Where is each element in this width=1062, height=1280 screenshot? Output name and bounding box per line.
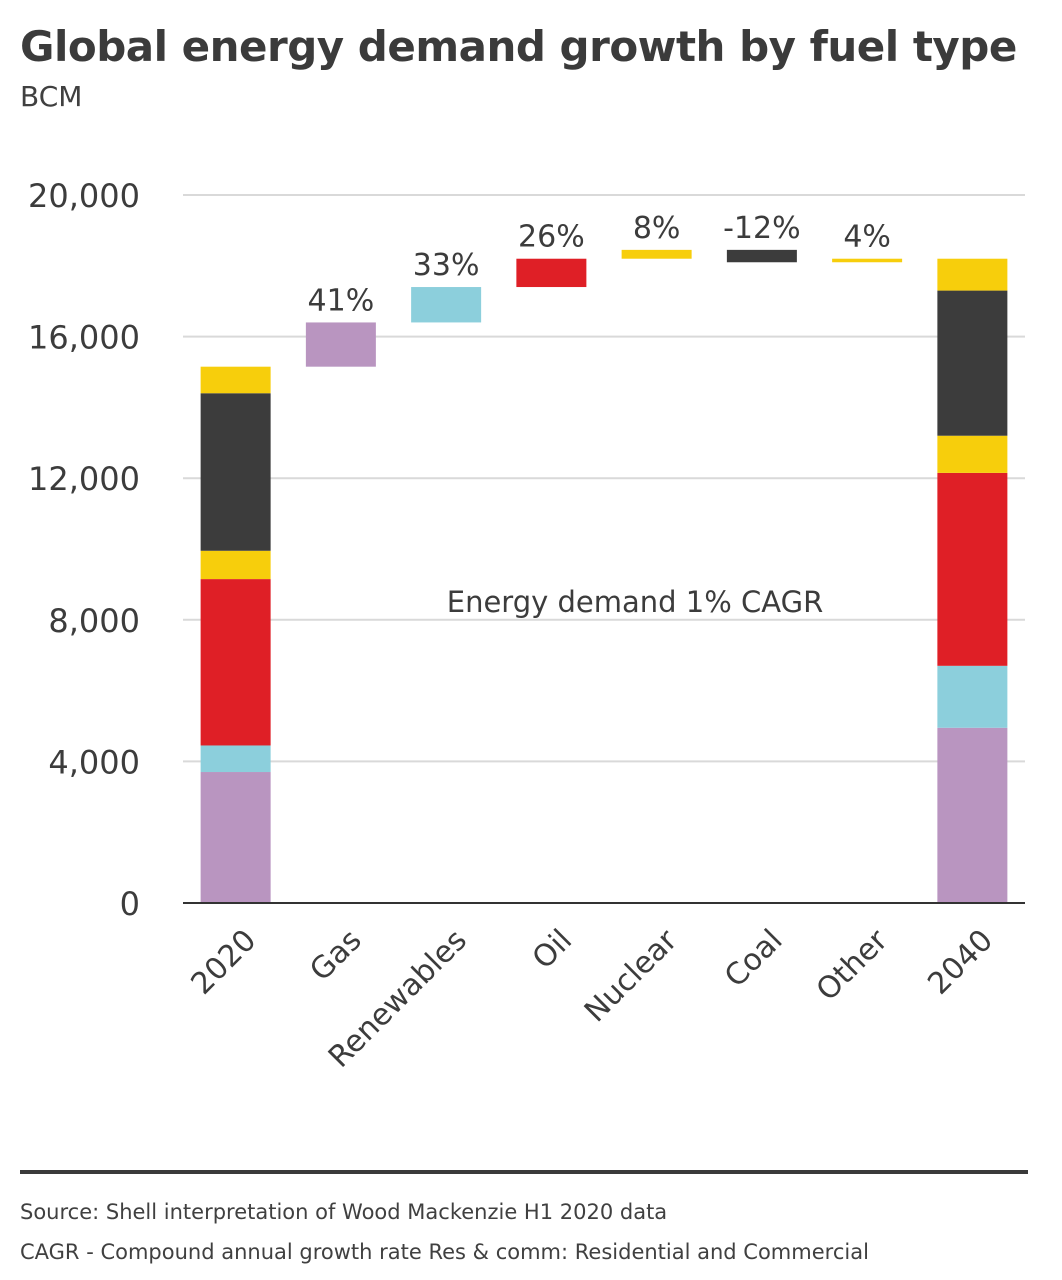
data-label-gas: 41% — [308, 283, 375, 318]
bar-2020-coal — [200, 393, 271, 551]
chart-unit-label: BCM — [20, 80, 83, 113]
x-tick-label: Oil — [526, 923, 579, 976]
bar-2020-gas — [200, 772, 271, 903]
cagr-annotation: Energy demand 1% CAGR — [447, 585, 823, 619]
data-label-other: 4% — [843, 220, 891, 255]
chart-title: Global energy demand growth by fuel type — [20, 22, 1017, 71]
y-tick-label: 16,000 — [28, 319, 140, 357]
data-label-coal: -12% — [723, 211, 801, 246]
bars — [200, 249, 1008, 903]
bar-step-gas — [305, 322, 376, 367]
bar-2020-other — [200, 366, 271, 394]
data-label-renewables: 33% — [413, 248, 480, 283]
bar-step-nuclear — [621, 249, 692, 259]
bar-2040-gas — [937, 727, 1008, 903]
data-label-nuclear: 8% — [633, 211, 681, 246]
x-tick-label: 2040 — [921, 923, 1000, 1002]
y-tick-label: 20,000 — [28, 177, 140, 215]
y-tick-label: 4,000 — [48, 743, 140, 781]
bar-2040-coal — [937, 290, 1008, 436]
bar-2040-nuclear — [937, 435, 1008, 473]
y-tick-label: 0 — [120, 885, 140, 923]
abbreviation-note: CAGR - Compound annual growth rate Res &… — [20, 1240, 869, 1264]
y-axis-ticks: 0 4,000 8,000 12,000 16,000 20,000 — [28, 177, 140, 923]
data-label-oil: 26% — [518, 220, 585, 255]
bar-step-coal — [726, 249, 797, 263]
waterfall-chart: 0 4,000 8,000 12,000 16,000 20,000 41% 33% 26% 8… — [28, 177, 1025, 1075]
bar-step-other — [832, 258, 903, 263]
source-note: Source: Shell interpretation of Wood Mac… — [20, 1200, 668, 1224]
data-labels: 41% 33% 26% 8% -12% 4% — [308, 211, 891, 319]
bar-2020-renewables — [200, 745, 271, 773]
x-tick-label: Nuclear — [578, 922, 685, 1029]
bar-2020-oil — [200, 579, 271, 746]
y-tick-label: 12,000 — [28, 460, 140, 498]
bar-step-renewables — [411, 287, 482, 323]
gridlines — [183, 194, 1025, 763]
x-tick-label: Other — [810, 922, 895, 1007]
bar-2040-renewables — [937, 665, 1008, 728]
bar-2040-other — [937, 258, 1008, 291]
x-tick-label: 2020 — [185, 923, 264, 1002]
y-tick-label: 8,000 — [48, 602, 140, 640]
bar-2040-oil — [937, 472, 1008, 666]
bar-step-oil — [516, 258, 587, 288]
x-tick-label: Coal — [718, 923, 789, 994]
footer-divider — [20, 1170, 1028, 1174]
bar-2020-nuclear — [200, 550, 271, 580]
x-tick-label: Gas — [303, 923, 368, 988]
